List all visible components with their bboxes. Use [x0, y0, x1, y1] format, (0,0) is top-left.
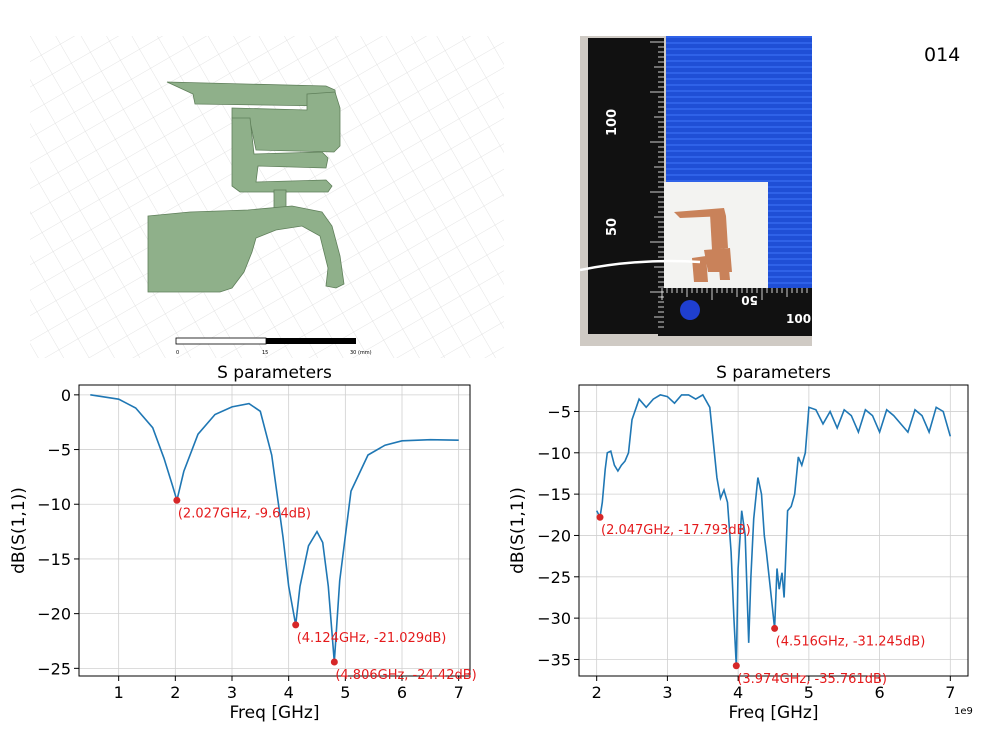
copper-antenna: [674, 208, 732, 282]
y-tick-label: −15: [37, 550, 71, 569]
x-axis-label: Freq [GHz]: [729, 703, 819, 723]
marker-label: (4.516GHz, -31.245dB): [776, 634, 926, 649]
chart-title: S parameters: [217, 363, 332, 383]
ruler-label-h-50: 50: [741, 293, 758, 307]
s11-chart-measured: 2 3 4 5 6 7 −5 −10 −15 −20 −25 −30 −35 S parameters Fr…: [499, 358, 998, 742]
page-label: 014: [924, 44, 961, 66]
y-tick-label: −5: [47, 441, 71, 460]
y-tick-label: −20: [37, 605, 71, 624]
x-tick-label: 2: [592, 683, 602, 702]
y-axis-label: dB(S(1,1)): [508, 487, 528, 574]
photo-canvas: 100 50 50 100: [579, 36, 812, 346]
s11-chart-measured-svg: 2 3 4 5 6 7 −5 −10 −15 −20 −25 −30 −35 S parameters Fr…: [508, 363, 973, 723]
marker-label: (2.027GHz, -9.64dB): [178, 506, 311, 521]
scale-label-30: 30 (mm): [350, 350, 372, 356]
marker-label: (2.047GHz, -17.793dB): [601, 523, 751, 538]
ruler-label-h-100: 100: [786, 312, 811, 326]
plot-frame: [78, 384, 471, 677]
chart-title: S parameters: [716, 363, 831, 383]
marker-point: [173, 496, 181, 504]
scale-bar: 0 15 30 (mm): [175, 337, 372, 356]
ruler-label-100: 100: [605, 109, 620, 136]
ruler-label-50: 50: [605, 218, 620, 236]
vertical-ruler-ticks: [650, 41, 664, 328]
x-tick-label: 3: [662, 683, 672, 702]
blue-clip: [680, 300, 700, 320]
marker-point: [596, 513, 604, 521]
y-tick-label: −35: [537, 650, 571, 669]
x-tick-label: 6: [874, 683, 884, 702]
y-tick-label: −15: [537, 485, 571, 504]
scale-label-15: 15: [262, 350, 268, 356]
x-tick-label: 1: [114, 683, 124, 702]
x-tick-label: 7: [454, 683, 464, 702]
antenna-shape: [147, 81, 345, 293]
y-tick-label: −10: [537, 444, 571, 463]
feed-cable: [579, 259, 701, 272]
x-axis-label: Freq [GHz]: [230, 703, 320, 723]
x-tick-label: 2: [170, 683, 180, 702]
x-axis-offset-text: 1e9: [954, 706, 973, 717]
s11-chart-simulated: 1 2 3 4 5 6 7 0 −5 −10 −15 −20 −25 S parameters Freq […: [0, 358, 500, 742]
antenna-photo: 100 50 50 100: [579, 36, 812, 346]
y-tick-label: −30: [537, 609, 571, 628]
marker-label: (3.974GHz, -35.761dB): [737, 672, 887, 687]
s11-chart-simulated-svg: 1 2 3 4 5 6 7 0 −5 −10 −15 −20 −25 S parameters Freq […: [9, 363, 477, 723]
marker-label: (4.806GHz, -24.42dB): [335, 668, 476, 683]
y-tick-label: −5: [547, 402, 571, 421]
x-tick-label: 4: [733, 683, 743, 702]
y-tick-label: −10: [37, 495, 71, 514]
x-tick-label: 3: [227, 683, 237, 702]
marker-point: [292, 621, 300, 629]
vertical-ruler: [588, 38, 664, 334]
y-tick-label: 0: [61, 386, 71, 405]
series-line: [595, 393, 952, 666]
y-tick-label: −25: [537, 568, 571, 587]
x-tick-label: 6: [397, 683, 407, 702]
y-axis-label: dB(S(1,1)): [9, 487, 29, 574]
simulation-canvas: 0 15 30 (mm): [30, 36, 504, 358]
marker-point: [732, 662, 740, 670]
x-tick-label: 4: [284, 683, 294, 702]
horizontal-ruler-ticks: [661, 288, 808, 300]
y-tick-label: −25: [37, 659, 71, 678]
marker-point: [771, 624, 779, 632]
x-tick-label: 5: [340, 683, 350, 702]
series-line: [90, 394, 459, 663]
marker-point: [330, 658, 338, 666]
plot-frame: [578, 384, 969, 677]
marker-label: (4.124GHz, -21.029dB): [297, 631, 447, 646]
scale-label-0: 0: [176, 350, 179, 356]
x-tick-label: 5: [804, 683, 814, 702]
y-tick-label: −20: [537, 526, 571, 545]
x-tick-label: 7: [945, 683, 955, 702]
antenna-simulation-view: 0 15 30 (mm): [30, 36, 504, 358]
